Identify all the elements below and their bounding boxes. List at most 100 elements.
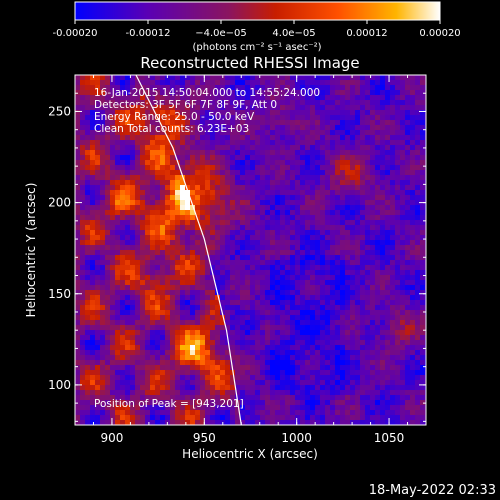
heatmap-cell [260,400,265,405]
heatmap-cell [385,200,390,205]
heatmap-cell [265,260,270,265]
heatmap-cell [280,350,285,355]
heatmap-cell [345,385,350,390]
heatmap-cell [135,300,140,305]
heatmap-cell [100,420,105,425]
heatmap-cell [135,400,140,405]
heatmap-cell [130,165,135,170]
heatmap-cell [140,130,145,135]
heatmap-cell [265,235,270,240]
heatmap-cell [215,365,220,370]
heatmap-cell [360,270,365,275]
heatmap-cell [335,270,340,275]
heatmap-cell [315,365,320,370]
heatmap-cell [130,130,135,135]
heatmap-cell [75,405,80,410]
heatmap-cell [255,185,260,190]
heatmap-cell [295,85,300,90]
heatmap-cell [75,85,80,90]
heatmap-cell [215,225,220,230]
heatmap-cell [395,330,400,335]
heatmap-cell [110,235,115,240]
heatmap-cell [350,155,355,160]
heatmap-cell [280,325,285,330]
heatmap-cell [305,380,310,385]
heatmap-cell [205,415,210,420]
heatmap-cell [120,275,125,280]
heatmap-cell [120,110,125,115]
heatmap-cell [280,405,285,410]
heatmap-cell [275,110,280,115]
heatmap-cell [100,345,105,350]
heatmap-cell [405,350,410,355]
heatmap-cell [180,345,185,350]
heatmap-cell [255,80,260,85]
heatmap-cell [100,330,105,335]
heatmap-cell [215,205,220,210]
heatmap-cell [325,115,330,120]
heatmap-cell [90,415,95,420]
heatmap-cell [235,215,240,220]
heatmap-cell [230,180,235,185]
heatmap-cell [255,350,260,355]
heatmap-cell [210,220,215,225]
heatmap-cell [295,380,300,385]
heatmap-cell [320,125,325,130]
heatmap-cell [255,310,260,315]
heatmap-cell [390,360,395,365]
heatmap-cell [375,200,380,205]
heatmap-cell [355,85,360,90]
heatmap-cell [195,165,200,170]
heatmap-cell [190,220,195,225]
heatmap-cell [395,270,400,275]
heatmap-cell [320,135,325,140]
heatmap-cell [95,75,100,80]
heatmap-cell [320,130,325,135]
heatmap-cell [195,215,200,220]
heatmap-cell [210,140,215,145]
heatmap-cell [190,340,195,345]
heatmap-cell [205,340,210,345]
heatmap-cell [355,115,360,120]
heatmap-cell [160,175,165,180]
heatmap-cell [395,310,400,315]
heatmap-cell [260,255,265,260]
heatmap-cell [360,335,365,340]
heatmap-cell [300,210,305,215]
heatmap-cell [310,390,315,395]
heatmap-cell [295,150,300,155]
heatmap-cell [360,115,365,120]
heatmap-cell [220,215,225,220]
heatmap-cell [215,195,220,200]
heatmap-cell [370,365,375,370]
heatmap-cell [190,275,195,280]
heatmap-cell [300,130,305,135]
heatmap-cell [130,365,135,370]
heatmap-cell [360,385,365,390]
heatmap-cell [360,155,365,160]
heatmap-cell [200,150,205,155]
heatmap-cell [165,320,170,325]
heatmap-cell [185,400,190,405]
heatmap-cell [245,395,250,400]
heatmap-cell [175,165,180,170]
heatmap-cell [310,95,315,100]
heatmap-cell [390,180,395,185]
heatmap-cell [415,335,420,340]
heatmap-cell [155,405,160,410]
heatmap-cell [215,245,220,250]
heatmap-cell [265,290,270,295]
heatmap-cell [75,395,80,400]
heatmap-cell [120,130,125,135]
heatmap-cell [420,380,425,385]
heatmap-cell [405,205,410,210]
heatmap-cell [355,145,360,150]
heatmap-cell [165,350,170,355]
heatmap-cell [200,145,205,150]
heatmap-cell [370,195,375,200]
heatmap-cell [135,365,140,370]
heatmap-cell [135,180,140,185]
heatmap-cell [350,245,355,250]
heatmap-cell [195,235,200,240]
heatmap-cell [305,335,310,340]
